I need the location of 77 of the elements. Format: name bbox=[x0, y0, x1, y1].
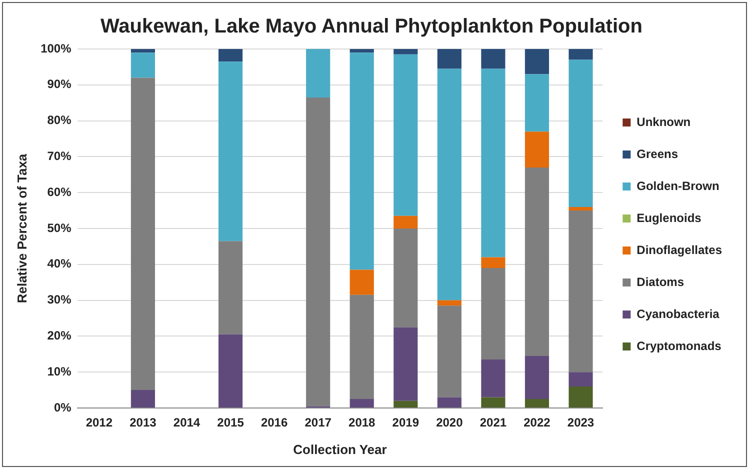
x-tick-label: 2023 bbox=[567, 416, 594, 430]
bar bbox=[524, 74, 550, 132]
bar bbox=[350, 49, 374, 53]
legend-label: Euglenoids bbox=[636, 210, 702, 225]
x-tick-label: 2015 bbox=[217, 416, 244, 430]
bar bbox=[481, 268, 506, 360]
y-tick-label: 10% bbox=[47, 364, 72, 378]
bar bbox=[568, 60, 593, 207]
bar bbox=[394, 327, 418, 401]
bar bbox=[524, 167, 550, 356]
y-tick-label: 80% bbox=[47, 113, 72, 128]
legend-label: Cryptomonads bbox=[636, 338, 722, 353]
bar bbox=[218, 62, 243, 242]
bar bbox=[437, 68, 462, 300]
bar bbox=[524, 49, 550, 74]
bar bbox=[394, 49, 418, 54]
bar bbox=[350, 399, 374, 408]
y-tick-label: 90% bbox=[47, 77, 72, 92]
y-tick-label: 20% bbox=[47, 328, 72, 343]
bar bbox=[568, 372, 593, 386]
bar bbox=[524, 399, 550, 408]
x-tick-label: 2014 bbox=[173, 416, 200, 430]
x-tick-label: 2018 bbox=[348, 416, 376, 430]
legend-label: Dinoflagellates bbox=[636, 242, 722, 257]
x-tick-label: 2016 bbox=[260, 416, 288, 430]
bar bbox=[350, 270, 374, 295]
bar bbox=[350, 294, 374, 400]
y-tick-label: 50% bbox=[47, 220, 72, 235]
bar bbox=[218, 241, 243, 334]
bar bbox=[130, 52, 155, 78]
x-tick-label: 2021 bbox=[480, 416, 507, 430]
bar bbox=[481, 68, 506, 258]
bar bbox=[568, 386, 593, 408]
y-tick-label: 0% bbox=[54, 400, 72, 414]
bar bbox=[568, 206, 593, 211]
x-tick-label: 2019 bbox=[392, 416, 420, 430]
bar bbox=[394, 400, 418, 408]
legend-label: Cyanobacteria bbox=[636, 306, 720, 321]
bar bbox=[350, 52, 374, 270]
bar bbox=[218, 49, 243, 62]
bar bbox=[437, 397, 462, 408]
y-axis-title: Relative Percent of Taxa bbox=[14, 153, 30, 304]
bar bbox=[524, 356, 550, 400]
bar bbox=[568, 49, 593, 60]
x-tick-label: 2022 bbox=[524, 416, 551, 430]
x-tick-label: 2012 bbox=[86, 416, 113, 430]
chart-title: Waukewan, Lake Mayo Annual Phytoplankton Population bbox=[100, 16, 642, 38]
y-tick-label: 60% bbox=[47, 184, 72, 199]
y-tick-label: 30% bbox=[47, 292, 72, 307]
bar bbox=[481, 257, 506, 268]
bar bbox=[394, 228, 418, 328]
bar bbox=[437, 300, 462, 306]
bar bbox=[481, 49, 506, 69]
y-tick-label: 100% bbox=[40, 41, 72, 56]
bar bbox=[481, 360, 506, 398]
bar bbox=[130, 78, 155, 390]
bar bbox=[481, 397, 506, 408]
bar bbox=[524, 132, 550, 168]
x-axis-title: Collection Year bbox=[293, 442, 387, 457]
y-tick-label: 70% bbox=[47, 149, 72, 164]
legend-label: Greens bbox=[636, 146, 678, 161]
legend-label: Diatoms bbox=[636, 274, 684, 289]
bar bbox=[130, 49, 155, 53]
x-tick-label: 2017 bbox=[304, 416, 332, 430]
y-tick-label: 40% bbox=[47, 256, 72, 271]
bar bbox=[437, 49, 462, 69]
bar bbox=[218, 334, 243, 408]
bar bbox=[437, 306, 462, 398]
bar bbox=[130, 390, 155, 408]
bar bbox=[568, 210, 593, 372]
legend-label: Golden-Brown bbox=[636, 178, 720, 193]
bar bbox=[306, 49, 330, 98]
x-tick-label: 2013 bbox=[130, 416, 157, 430]
legend-label: Unknown bbox=[636, 114, 691, 129]
x-tick-label: 2020 bbox=[436, 416, 464, 430]
bar bbox=[394, 216, 418, 228]
bar bbox=[394, 54, 418, 216]
